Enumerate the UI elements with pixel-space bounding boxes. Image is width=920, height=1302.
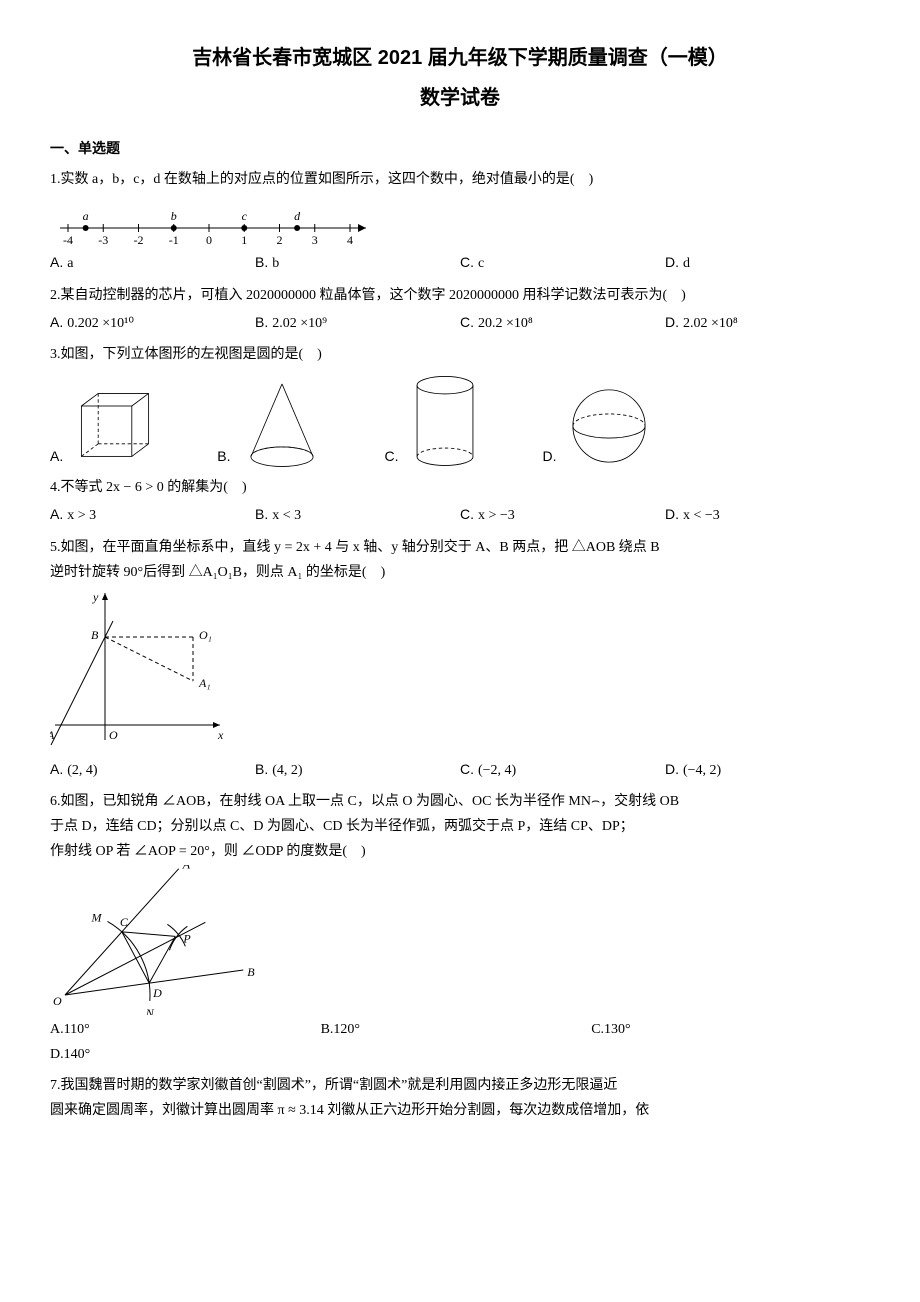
svg-text:C: C (120, 914, 129, 928)
q2-optB: B.2.02 ×10⁹ (255, 310, 460, 336)
q2-optA: A.0.202 ×10¹⁰ (50, 310, 255, 336)
svg-text:1: 1 (241, 233, 247, 247)
q6-text-c: 作射线 OP 若 ∠AOP = 20°，则 ∠ODP 的度数是( ) (50, 839, 870, 864)
svg-text:b: b (171, 209, 177, 223)
q6-optB: B.120° (321, 1017, 592, 1042)
svg-text:A: A (50, 728, 55, 742)
cylinder-icon (408, 373, 482, 469)
svg-text:2: 2 (277, 233, 283, 247)
q5-optA: A.(2, 4) (50, 757, 255, 783)
question-2: 2.某自动控制器的芯片，可植入 2020000000 粒晶体管，这个数字 202… (50, 283, 870, 336)
svg-text:a: a (83, 209, 89, 223)
q6-optC: C.130° (591, 1017, 862, 1042)
svg-text:4: 4 (347, 233, 353, 247)
svg-text:B: B (91, 628, 99, 642)
question-5: 5.如图，在平面直角坐标系中，直线 y = 2x + 4 与 x 轴、y 轴分别… (50, 535, 870, 784)
svg-text:c: c (242, 209, 248, 223)
svg-text:D: D (152, 986, 162, 1000)
q5-text-b: 逆时针旋转 90°后得到 △A₁O₁B，则点 A₁ 的坐标是( ) (50, 560, 870, 585)
page-title-line2: 数学试卷 (50, 80, 870, 116)
page-title-line1: 吉林省长春市宽城区 2021 届九年级下学期质量调查（一模） (50, 40, 870, 76)
q4-text: 4.不等式 2x − 6 > 0 的解集为( ) (50, 475, 870, 500)
q3-optC: C. (384, 373, 482, 469)
q1-optC: C.c (460, 250, 665, 276)
cone-icon (240, 379, 324, 469)
q1-optA: A.a (50, 250, 255, 276)
q1-numberline: -4 -3 -2 -1 0 1 2 3 4 a b c d (50, 192, 380, 248)
q2-optD: D.2.02 ×10⁸ (665, 310, 870, 336)
q6-options: A.110° B.120° C.130° (50, 1017, 870, 1042)
svg-text:-3: -3 (98, 233, 108, 247)
question-3: 3.如图，下列立体图形的左视图是圆的是( ) A. B. (50, 342, 870, 469)
svg-text:A₁: A₁ (198, 676, 211, 690)
question-7: 7.我国魏晋时期的数学家刘徽首创“割圆术”，所谓“割圆术”就是利用圆内接正多边形… (50, 1073, 870, 1123)
q4-optC: C.x > −3 (460, 502, 665, 528)
question-6: 6.如图，已知锐角 ∠AOB，在射线 OA 上取一点 C，以点 O 为圆心、OC… (50, 789, 870, 1067)
svg-text:x: x (217, 728, 224, 742)
q7-text-b: 圆来确定圆周率，刘徽计算出圆周率 π ≈ 3.14 刘徽从正六边形开始分割圆，每… (50, 1098, 870, 1123)
q3-text: 3.如图，下列立体图形的左视图是圆的是( ) (50, 342, 870, 367)
q3-optD: D. (542, 383, 652, 469)
sphere-icon (566, 383, 652, 469)
q3-figures: A. B. C. (50, 373, 870, 469)
q5-graph: A B O O₁ A₁ y x (50, 585, 230, 755)
q6-graph: O A B C D P M N (50, 865, 260, 1015)
svg-text:-2: -2 (134, 233, 144, 247)
q4-optD: D.x < −3 (665, 502, 870, 528)
q2-optC: C.20.2 ×10⁸ (460, 310, 665, 336)
question-1: 1.实数 a，b，c，d 在数轴上的对应点的位置如图所示，这四个数中，绝对值最小… (50, 167, 870, 276)
svg-text:O: O (109, 728, 118, 742)
q3-optB: B. (217, 379, 324, 469)
svg-text:y: y (92, 590, 99, 604)
question-4: 4.不等式 2x − 6 > 0 的解集为( ) A.x > 3 B.x < 3… (50, 475, 870, 528)
q5-optD: D.(−4, 2) (665, 757, 870, 783)
q6-optD: D.140° (50, 1042, 870, 1067)
svg-text:A: A (182, 865, 191, 872)
svg-text:-1: -1 (169, 233, 179, 247)
svg-text:0: 0 (206, 233, 212, 247)
svg-text:O: O (53, 994, 62, 1008)
q5-optC: C.(−2, 4) (460, 757, 665, 783)
q1-optB: B.b (255, 250, 460, 276)
svg-text:3: 3 (312, 233, 318, 247)
q7-text-a: 7.我国魏晋时期的数学家刘徽首创“割圆术”，所谓“割圆术”就是利用圆内接正多边形… (50, 1073, 870, 1098)
q6-text-b: 于点 D，连结 CD；分别以点 C、D 为圆心、CD 长为半径作弧，两弧交于点 … (50, 814, 870, 839)
q3-optA: A. (50, 385, 157, 469)
svg-text:-4: -4 (63, 233, 73, 247)
q4-optA: A.x > 3 (50, 502, 255, 528)
q5-options: A.(2, 4) B.(4, 2) C.(−2, 4) D.(−4, 2) (50, 757, 870, 783)
q5-optB: B.(4, 2) (255, 757, 460, 783)
svg-text:B: B (247, 965, 255, 979)
svg-text:M: M (91, 910, 103, 924)
svg-text:N: N (145, 1006, 155, 1015)
q2-options: A.0.202 ×10¹⁰ B.2.02 ×10⁹ C.20.2 ×10⁸ D.… (50, 310, 870, 336)
svg-text:O₁: O₁ (199, 628, 212, 642)
q5-text-a: 5.如图，在平面直角坐标系中，直线 y = 2x + 4 与 x 轴、y 轴分别… (50, 535, 870, 560)
cube-icon (73, 385, 157, 469)
section-header: 一、单选题 (50, 136, 870, 161)
q2-text: 2.某自动控制器的芯片，可植入 2020000000 粒晶体管，这个数字 202… (50, 283, 870, 308)
svg-text:P: P (182, 931, 191, 945)
svg-text:d: d (294, 209, 301, 223)
q6-optA: A.110° (50, 1017, 321, 1042)
q4-options: A.x > 3 B.x < 3 C.x > −3 D.x < −3 (50, 502, 870, 528)
q4-optB: B.x < 3 (255, 502, 460, 528)
q1-optD: D.d (665, 250, 870, 276)
q1-options: A.a B.b C.c D.d (50, 250, 870, 276)
q1-text: 1.实数 a，b，c，d 在数轴上的对应点的位置如图所示，这四个数中，绝对值最小… (50, 167, 870, 192)
q6-text-a: 6.如图，已知锐角 ∠AOB，在射线 OA 上取一点 C，以点 O 为圆心、OC… (50, 789, 870, 814)
